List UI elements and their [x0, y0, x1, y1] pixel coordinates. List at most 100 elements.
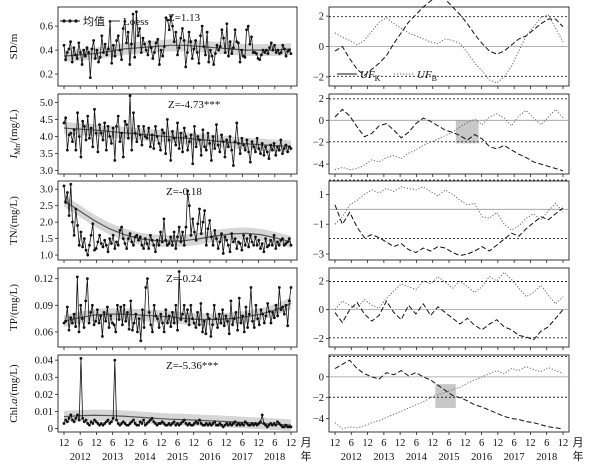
data-point	[85, 277, 89, 281]
data-point	[269, 238, 273, 242]
mutation-highlight	[435, 384, 456, 409]
data-point	[273, 43, 276, 47]
data-point	[123, 242, 127, 245]
data-point	[88, 243, 91, 247]
data-point	[160, 128, 164, 132]
x-tick-label-month: 6	[110, 438, 115, 449]
data-point	[204, 422, 208, 425]
data-point	[154, 422, 157, 425]
data-point	[187, 323, 191, 327]
data-point	[132, 418, 135, 422]
mk-y-tick-label: −4	[313, 160, 325, 171]
data-point	[240, 248, 244, 252]
data-point	[233, 28, 237, 32]
data-point	[215, 43, 219, 47]
data-point	[193, 124, 196, 128]
data-point	[207, 60, 211, 64]
mk-y-tick-label: −2	[313, 334, 324, 345]
data-point	[269, 143, 273, 147]
data-point	[135, 233, 139, 237]
data-point	[67, 47, 71, 51]
data-point	[176, 53, 179, 57]
data-point	[113, 247, 117, 250]
data-point	[238, 423, 242, 427]
data-point	[159, 230, 162, 234]
data-point	[208, 141, 212, 145]
data-point	[132, 243, 135, 247]
data-point	[166, 18, 170, 22]
data-point	[270, 423, 274, 427]
series-line-ufb	[334, 365, 564, 430]
data-point	[106, 418, 110, 422]
data-point	[184, 135, 188, 138]
data-point	[174, 303, 178, 307]
data-point	[171, 243, 174, 247]
data-point	[279, 308, 283, 312]
data-point	[150, 133, 154, 137]
data-point	[254, 235, 257, 239]
data-point	[151, 57, 155, 60]
x-tick-label-year: 2018	[536, 452, 557, 463]
data-point	[250, 35, 253, 39]
data-point	[260, 413, 264, 417]
data-point	[211, 422, 215, 425]
data-point	[99, 131, 103, 135]
x-axis-unit-month: 月	[573, 437, 584, 449]
data-point	[215, 123, 218, 127]
x-tick-label-year: 2017	[232, 452, 253, 463]
data-point	[181, 230, 184, 234]
data-point	[127, 327, 131, 331]
data-point	[208, 219, 212, 222]
data-point	[174, 143, 178, 147]
data-point	[121, 323, 124, 327]
data-point	[226, 319, 229, 323]
data-point	[162, 217, 166, 221]
data-point	[248, 233, 252, 237]
data-point	[65, 420, 69, 424]
data-point	[128, 63, 132, 66]
data-point	[276, 420, 279, 424]
data-point	[77, 330, 81, 334]
data-point	[203, 145, 207, 149]
x-tick-label-year: 2013	[102, 452, 123, 463]
data-point	[196, 222, 200, 226]
data-point	[84, 299, 88, 303]
data-point	[259, 247, 262, 250]
data-point	[99, 422, 103, 425]
data-point	[139, 51, 143, 54]
data-point	[235, 247, 239, 250]
data-point	[87, 51, 91, 54]
data-point	[232, 240, 235, 244]
data-point	[287, 145, 291, 149]
data-point	[259, 420, 262, 424]
data-point	[98, 55, 102, 59]
data-point	[159, 148, 162, 152]
data-point	[232, 46, 235, 50]
data-point	[240, 136, 244, 140]
mk-y-tick-label: −4	[313, 414, 325, 425]
data-point	[218, 422, 222, 425]
data-point	[167, 138, 171, 142]
data-point	[169, 325, 173, 328]
data-point	[204, 332, 208, 336]
data-point	[245, 237, 249, 241]
panels: 0.2 0.4 0.6 SD/m Z=1.13 −2 0 2 3.0 3.5 4.0 4.5 5.0 IM…	[8, 0, 570, 435]
data-point	[159, 422, 162, 425]
data-point	[257, 323, 261, 327]
x-tick-label-year: 2012	[70, 452, 91, 463]
data-point	[108, 422, 112, 425]
x-tick-label-year: 2012	[341, 452, 362, 463]
data-point	[103, 42, 107, 46]
data-point	[284, 143, 288, 147]
data-point	[226, 243, 230, 247]
mk-y-tick-label: 2	[319, 276, 324, 287]
legend-mean-point	[74, 19, 78, 23]
data-point	[120, 422, 123, 425]
data-point	[167, 422, 171, 425]
data-point	[211, 323, 214, 327]
series-line-ufb	[334, 108, 564, 171]
data-point	[161, 54, 165, 58]
x-tick-label-month: 12	[253, 438, 264, 449]
data-point	[177, 423, 181, 427]
data-point	[221, 308, 224, 312]
